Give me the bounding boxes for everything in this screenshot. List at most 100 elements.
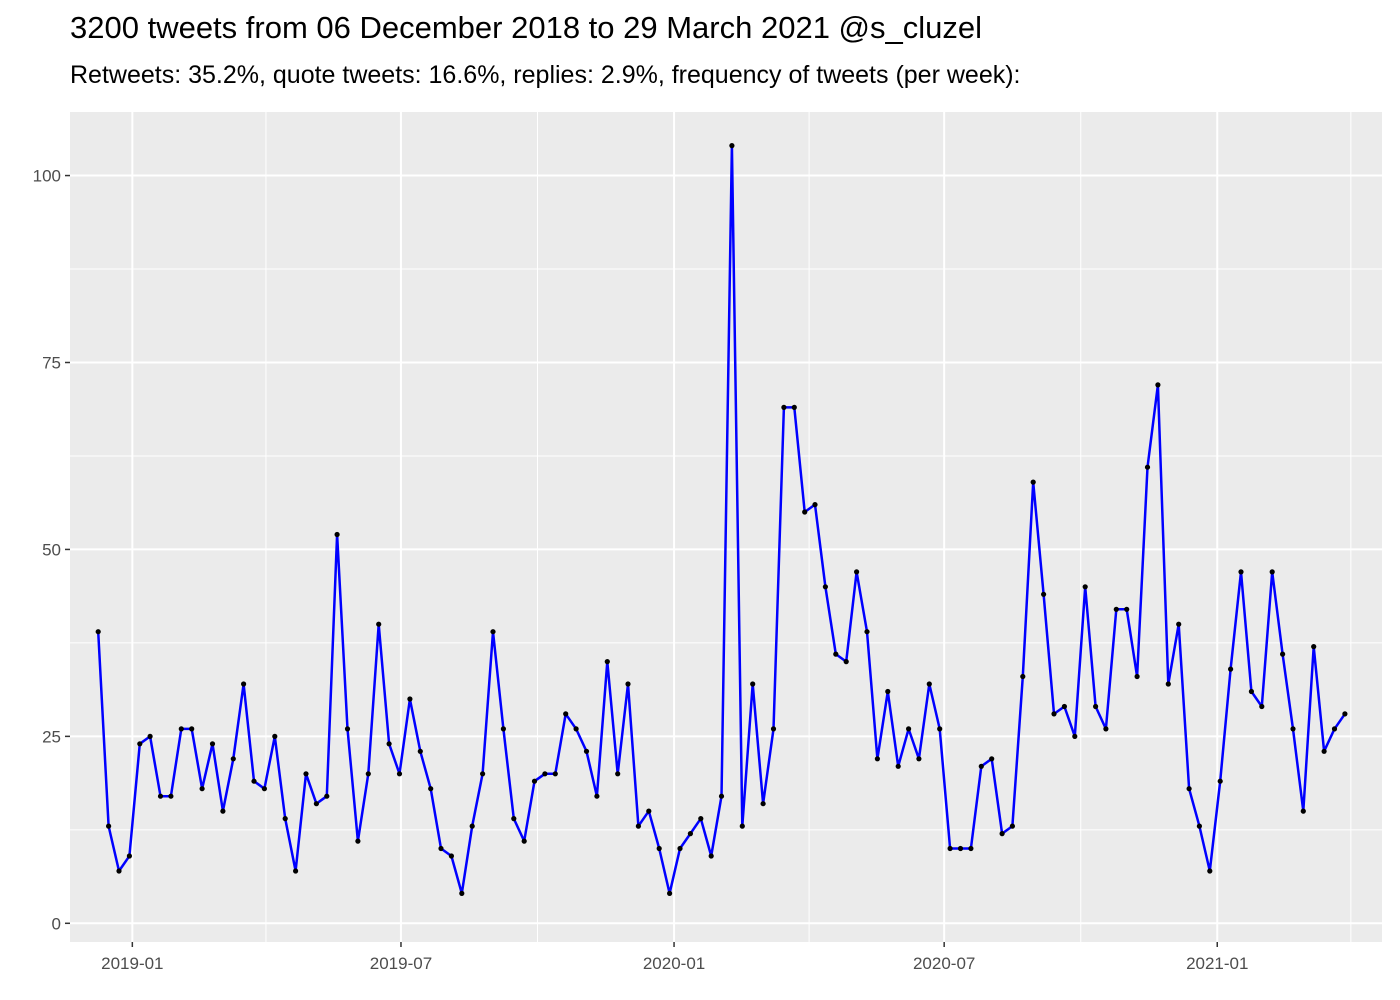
- data-point: [490, 629, 496, 635]
- x-tick-label: 2019-01: [101, 954, 163, 973]
- data-point: [428, 786, 434, 792]
- data-point: [293, 868, 299, 874]
- data-point: [1196, 823, 1202, 829]
- y-tick-label: 50: [42, 540, 61, 559]
- data-point: [1238, 569, 1244, 575]
- data-point: [812, 502, 818, 508]
- data-point: [604, 659, 610, 665]
- data-point: [344, 726, 351, 732]
- data-point: [396, 771, 403, 777]
- data-point: [1311, 644, 1317, 650]
- data-point: [1217, 778, 1223, 784]
- data-point: [1259, 703, 1265, 710]
- data-point: [1061, 703, 1067, 710]
- data-point: [1020, 673, 1026, 680]
- y-tick-label: 0: [52, 914, 61, 933]
- data-point: [646, 808, 652, 814]
- data-point: [781, 404, 787, 410]
- data-point: [677, 845, 683, 852]
- data-point: [635, 823, 642, 829]
- data-point: [1321, 748, 1327, 754]
- data-point: [1248, 688, 1254, 695]
- data-point: [282, 816, 288, 822]
- data-point: [916, 756, 922, 762]
- data-point: [1134, 673, 1140, 680]
- data-point: [1290, 726, 1296, 732]
- data-point: [480, 771, 486, 777]
- data-point: [563, 711, 569, 717]
- data-point: [594, 793, 600, 799]
- data-point: [1155, 382, 1161, 388]
- data-point: [1144, 464, 1151, 470]
- data-point: [822, 584, 829, 590]
- data-point: [1300, 808, 1306, 814]
- data-point: [1342, 711, 1348, 717]
- x-tick-label: 2021-01: [1186, 954, 1248, 973]
- data-point: [708, 853, 714, 859]
- x-tick-label: 2020-01: [643, 954, 705, 973]
- data-point: [833, 651, 839, 657]
- data-point: [947, 845, 953, 852]
- data-point: [1041, 591, 1047, 597]
- chart-title: 3200 tweets from 06 December 2018 to 29 …: [70, 10, 983, 45]
- y-tick-label: 100: [33, 167, 61, 186]
- data-point: [542, 771, 548, 777]
- data-point: [220, 808, 226, 814]
- data-point: [957, 845, 964, 852]
- data-point: [189, 726, 195, 732]
- major-gridlines: [70, 112, 1382, 942]
- data-point: [729, 143, 735, 149]
- data-point: [656, 845, 662, 852]
- data-point: [116, 868, 122, 874]
- data-point: [303, 771, 309, 777]
- data-point: [1082, 584, 1088, 590]
- data-point: [334, 531, 340, 538]
- data-point: [137, 741, 143, 747]
- data-point: [718, 793, 725, 799]
- data-point: [500, 726, 506, 732]
- data-point: [854, 569, 860, 575]
- data-point: [469, 823, 475, 829]
- data-point: [1124, 606, 1130, 612]
- data-point: [438, 845, 444, 852]
- data-point: [272, 733, 278, 740]
- data-point: [739, 823, 745, 829]
- y-tick-label: 75: [42, 353, 61, 372]
- data-point: [241, 681, 247, 687]
- data-point: [1165, 681, 1171, 687]
- data-point: [1207, 868, 1213, 874]
- data-point: [324, 793, 330, 799]
- series-group: [95, 143, 1348, 897]
- data-point: [386, 741, 392, 747]
- x-tick-label: 2019-07: [370, 954, 432, 973]
- data-point: [1280, 651, 1286, 657]
- data-point: [750, 681, 756, 687]
- data-point: [1176, 621, 1182, 627]
- data-point: [376, 621, 382, 627]
- data-point: [1093, 703, 1099, 710]
- data-point: [168, 793, 174, 799]
- data-point: [1072, 733, 1078, 740]
- data-point: [1331, 726, 1338, 732]
- data-point: [95, 629, 101, 635]
- data-point: [615, 771, 621, 777]
- data-point: [126, 853, 132, 859]
- data-point: [178, 726, 184, 732]
- data-point: [802, 509, 808, 515]
- data-point: [687, 831, 694, 837]
- data-point: [1186, 786, 1192, 792]
- data-point: [667, 890, 673, 897]
- data-point: [864, 629, 870, 635]
- data-point: [625, 681, 631, 687]
- data-point: [760, 801, 766, 807]
- data-point: [407, 696, 413, 702]
- data-point: [885, 688, 891, 695]
- data-point: [459, 890, 465, 897]
- data-point: [770, 726, 777, 732]
- data-point: [926, 681, 932, 687]
- data-point: [999, 831, 1005, 837]
- data-point: [791, 404, 797, 410]
- data-point: [365, 771, 371, 777]
- data-point: [531, 778, 538, 784]
- data-point: [251, 778, 257, 784]
